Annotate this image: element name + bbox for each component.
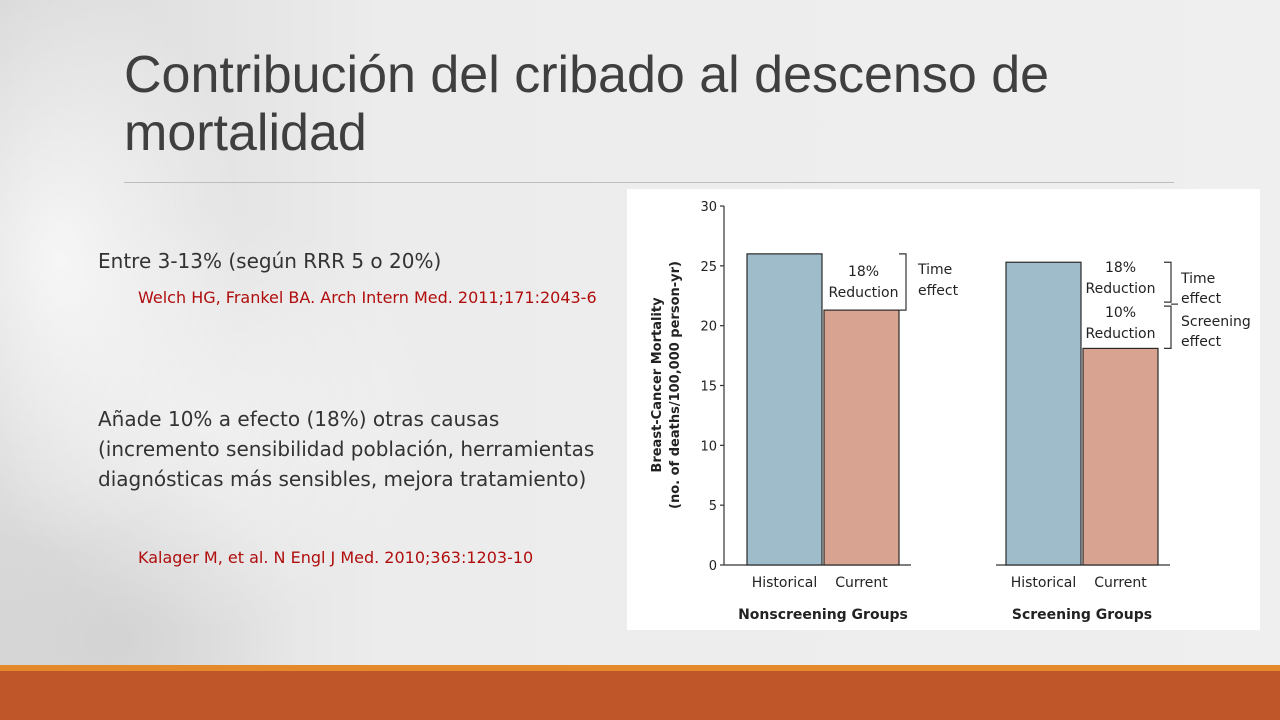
screening-effect-bracket: [1164, 305, 1172, 350]
reduction-percent: 18%: [848, 264, 879, 280]
category-label: Current: [1094, 575, 1147, 591]
reduction-label: Reduction: [1086, 326, 1156, 342]
reduction-percent: 18%: [1105, 260, 1136, 276]
y-tick-label: 30: [700, 200, 717, 215]
bracket-label: effect: [918, 283, 959, 299]
chart-panel: 0 5 10 15 20 25 30 Breast-Cancer Mortality (no. …: [627, 189, 1260, 630]
reduction-percent: 10%: [1105, 305, 1136, 321]
bracket-label: Time: [1180, 271, 1215, 287]
time-effect-bracket: [899, 253, 907, 311]
y-axis-subtitle: (no. of deaths/100,000 person-yr): [668, 261, 683, 509]
bar-current: [1082, 347, 1159, 566]
reduction-label: Reduction: [1086, 281, 1156, 297]
group-label: Screening Groups: [1012, 607, 1152, 623]
bullet-1-reference: Welch HG, Frankel BA. Arch Intern Med. 2…: [138, 288, 597, 307]
y-tick-label: 25: [700, 260, 717, 275]
reduction-label: Reduction: [829, 285, 899, 301]
y-tick-label: 20: [700, 320, 717, 335]
bracket-label: Time: [917, 262, 952, 278]
y-tick-label: 10: [700, 439, 717, 454]
bar-historical: [1005, 261, 1082, 566]
bar-current: [823, 309, 900, 566]
bullet-2-reference: Kalager M, et al. N Engl J Med. 2010;363…: [138, 548, 534, 567]
bullet-1: Entre 3-13% (según RRR 5 o 20%): [98, 249, 442, 273]
bar-chart: 0 5 10 15 20 25 30 Breast-Cancer Mortality (no. …: [650, 200, 1251, 623]
group-label: Nonscreening Groups: [738, 607, 908, 623]
category-label: Historical: [752, 575, 818, 591]
bracket-label: effect: [1181, 291, 1222, 307]
footer-accent-line: [0, 665, 1280, 671]
category-label: Current: [835, 575, 888, 591]
y-tick-label: 5: [709, 499, 717, 514]
y-tick-label: 0: [709, 559, 717, 574]
bar-historical: [746, 253, 823, 566]
time-effect-bracket: [1164, 261, 1172, 303]
bracket-label: effect: [1181, 334, 1222, 350]
bullet-2: Añade 10% a efecto (18%) otras causas (i…: [98, 407, 595, 491]
y-tick-label: 15: [700, 380, 717, 395]
footer-bar: [0, 671, 1280, 720]
y-axis-title: Breast-Cancer Mortality: [650, 297, 665, 473]
slide-title: Contribución del cribado al descenso de …: [124, 46, 1050, 162]
bracket-label: Screening: [1181, 314, 1251, 330]
category-label: Historical: [1011, 575, 1077, 591]
title-divider: [124, 182, 1174, 183]
